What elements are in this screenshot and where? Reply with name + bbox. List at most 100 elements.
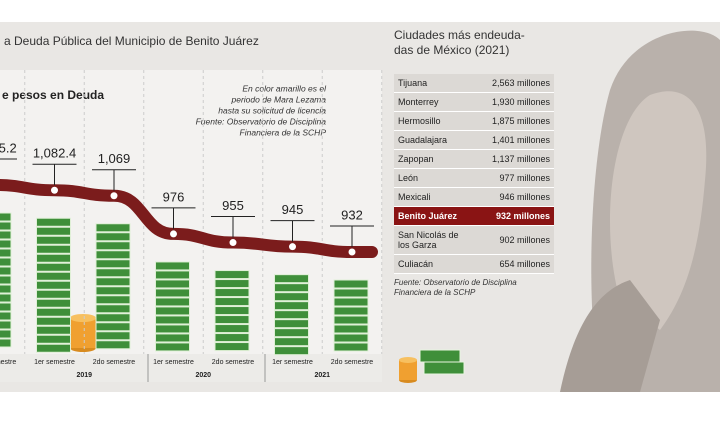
- bill: [36, 226, 71, 236]
- ranking-table: Tijuana 2,563 millones Monterrey 1,930 mill…: [394, 74, 554, 274]
- bill: [214, 342, 250, 352]
- bill: [36, 307, 71, 317]
- amount: 902 millones: [472, 225, 554, 255]
- title-line: Ciudades más endeuda-: [394, 28, 525, 42]
- coins: [70, 314, 465, 383]
- source-line: Financiera de la SCHP: [394, 288, 476, 297]
- bill: [95, 295, 131, 305]
- bill: [274, 283, 309, 293]
- bill: [36, 217, 71, 227]
- amount: 654 millones: [472, 254, 554, 274]
- bill: [0, 248, 12, 258]
- bill: [36, 334, 71, 344]
- bill: [155, 315, 190, 325]
- bill: [333, 297, 369, 307]
- x-tick-label: 2do semestre: [0, 359, 16, 366]
- bill: [36, 343, 71, 353]
- bill: [333, 324, 369, 334]
- city: Culiacán: [394, 254, 472, 274]
- year-label: 2019: [76, 372, 92, 379]
- point: [289, 243, 296, 251]
- bill: [274, 274, 309, 284]
- bill: [333, 342, 369, 352]
- bill: [0, 320, 12, 330]
- bill: [155, 261, 190, 271]
- ranking-row: Monterrey 1,930 millones: [394, 92, 554, 112]
- ranking-row: Zapopan 1,137 millones: [394, 149, 554, 169]
- bill: [155, 333, 190, 343]
- ranking-row: Culiacán 654 millones: [394, 254, 554, 274]
- bill: [333, 279, 369, 289]
- bill: [95, 232, 131, 242]
- ranking-row: León 977 millones: [394, 168, 554, 188]
- bill: [214, 306, 250, 316]
- bill: [274, 310, 309, 320]
- amount: 932 millones: [472, 206, 554, 226]
- bill: [36, 262, 71, 272]
- axis-strip: [0, 354, 382, 382]
- bill: [214, 270, 250, 280]
- value-label: 1,095.2: [0, 140, 17, 155]
- amount: 1,401 millones: [472, 130, 554, 150]
- bill: [36, 280, 71, 290]
- bill: [0, 329, 12, 339]
- bill: [95, 322, 131, 332]
- bill: [36, 253, 71, 263]
- x-tick-label: 2do semestre: [331, 359, 374, 366]
- bill: [333, 315, 369, 325]
- bill: [95, 250, 131, 260]
- ranking: Ciudades más endeuda-das de México (2021…: [394, 28, 559, 298]
- point: [348, 248, 356, 256]
- bill: [274, 328, 309, 338]
- bill: [333, 333, 369, 343]
- ranking-row: Hermosillo 1,875 millones: [394, 111, 554, 131]
- bill: [0, 221, 12, 231]
- ranking-row: Tijuana 2,563 millones: [394, 74, 554, 93]
- city: Monterrey: [394, 92, 472, 112]
- bill: [214, 279, 250, 289]
- city: Benito Juárez: [394, 206, 472, 226]
- x-tick-label: 1er semestre: [34, 359, 75, 366]
- value-label: 932: [341, 207, 363, 222]
- year-label: 2021: [314, 372, 330, 379]
- bill: [95, 259, 131, 269]
- year-label: 2020: [195, 372, 211, 379]
- bill: [0, 284, 12, 294]
- bill: [36, 325, 71, 335]
- bill: [274, 337, 309, 347]
- value-label: 1,069: [98, 151, 131, 166]
- bill: [0, 230, 12, 240]
- bill: [333, 288, 369, 298]
- bill: [333, 306, 369, 316]
- bill: [155, 324, 190, 334]
- bill: [36, 235, 71, 245]
- bill: [95, 223, 131, 233]
- bill: [155, 279, 190, 289]
- ranking-row: Mexicali 946 millones: [394, 187, 554, 207]
- value-label: 976: [163, 189, 185, 204]
- bill: [155, 297, 190, 307]
- bill: [274, 292, 309, 302]
- point: [170, 230, 177, 238]
- value-label: 955: [222, 198, 244, 213]
- bill: [95, 277, 131, 287]
- annotation: hasta su solicitud de licencia: [218, 105, 326, 115]
- bill: [36, 289, 71, 299]
- bill: [0, 293, 12, 303]
- bill: [36, 298, 71, 308]
- bill: [214, 288, 250, 298]
- ranking-row: Guadalajara 1,401 millones: [394, 130, 554, 150]
- bill: [95, 340, 131, 350]
- bill: [36, 316, 71, 326]
- bill: [214, 324, 250, 334]
- city: Tijuana: [394, 74, 472, 93]
- bill: [95, 304, 131, 314]
- bill: [95, 331, 131, 341]
- x-tick-label: 1er semestre: [272, 359, 313, 366]
- city: Zapopan: [394, 149, 472, 169]
- x-tick-label: 1er semestre: [153, 359, 194, 366]
- portrait: [560, 30, 720, 393]
- annotation: periodo de Mara Lezama: [230, 94, 326, 104]
